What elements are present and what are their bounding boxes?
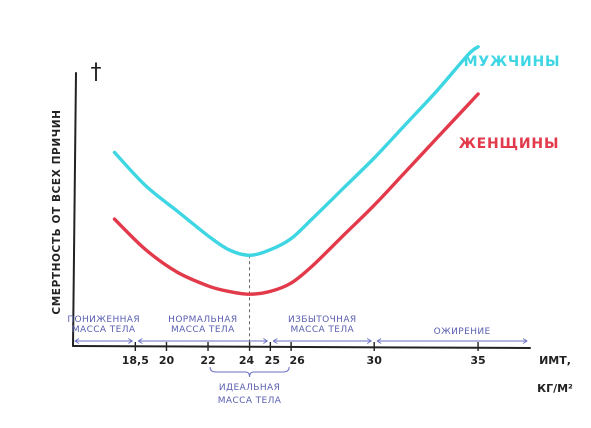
x-tick-label: 25 (265, 354, 280, 367)
zone-arrow-right (263, 338, 269, 344)
x-tick-label: 35 (470, 354, 485, 367)
x-tick-label: 22 (200, 354, 215, 367)
ideal-range-brace (209, 366, 290, 378)
x-axis-label-line2: КГ/М² (537, 382, 573, 395)
x-axis-label-line1: ИМТ, (539, 354, 571, 367)
series-line-men (112, 45, 480, 257)
zone-arrow-left (74, 338, 80, 344)
x-axis-group: 18,5 20 22 24 25 26 30 35 ИМТ, КГ/М² (72, 342, 573, 395)
x-tick-label: 30 (367, 354, 383, 367)
zone-label: ПОНИЖЕННАЯ (67, 315, 140, 325)
y-axis-label: СМЕРТНОСТЬ ОТ ВСЕХ ПРИЧИН (51, 109, 63, 314)
zone-label: МАССА ТЕЛА (290, 325, 354, 335)
zone-arrow-right (128, 338, 134, 344)
legend: МУЖЧИНЫ ЖЕНЩИНЫ (459, 54, 561, 152)
zone-arrow-right (522, 338, 528, 344)
x-tick-label: 26 (289, 354, 305, 367)
ideal-range-label: МАССА ТЕЛА (218, 396, 282, 406)
y-axis-group: † СМЕРТНОСТЬ ОТ ВСЕХ ПРИЧИН (51, 60, 102, 347)
series-group (112, 45, 480, 296)
x-tick-label: 24 (239, 354, 255, 367)
zone-arrow-right (366, 338, 373, 344)
zone-label: МАССА ТЕЛА (171, 325, 235, 335)
zone-label: НОРМАЛЬНАЯ (168, 315, 237, 325)
zone-label: ОЖИРЕНИЕ (434, 327, 491, 337)
cross-symbol: † (91, 60, 102, 85)
zone-label: МАССА ТЕЛА (72, 325, 136, 335)
ideal-range-label: ИДЕАЛЬНАЯ (219, 383, 280, 393)
x-tick-label: 18,5 (122, 354, 149, 367)
legend-women: ЖЕНЩИНЫ (459, 136, 560, 152)
x-axis-line (72, 345, 531, 349)
legend-men: МУЖЧИНЫ (464, 54, 561, 70)
ideal-weight-group: ИДЕАЛЬНАЯ МАССА ТЕЛА (209, 255, 290, 406)
zone-label: ИЗБЫТОЧНАЯ (288, 315, 357, 325)
series-line-women (112, 92, 480, 296)
x-ticks: 18,5 20 22 24 25 26 30 35 (122, 342, 486, 367)
y-axis-line (72, 72, 77, 347)
zone-arrow-left (376, 338, 382, 344)
x-tick-label: 20 (159, 354, 175, 367)
zone-arrow-left (272, 338, 278, 344)
zone-arrow-left (137, 338, 143, 344)
